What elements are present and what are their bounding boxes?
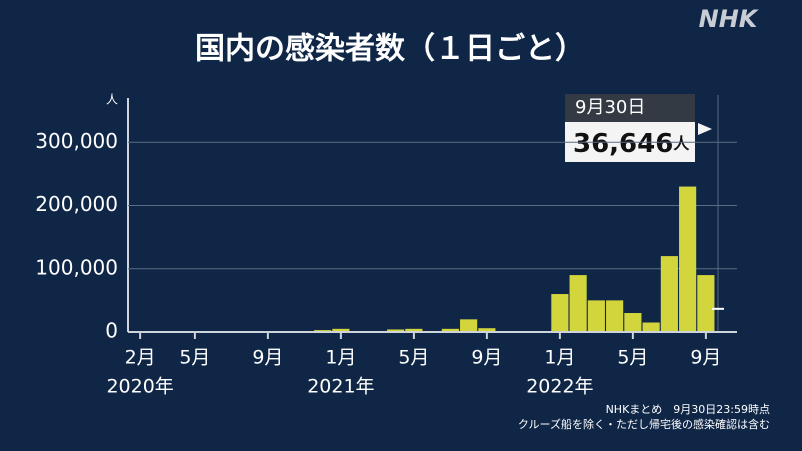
bar: [405, 328, 423, 332]
year-label: 2021年: [307, 376, 374, 398]
x-tick-label: 2月: [125, 347, 156, 369]
x-tick-label: 1月: [325, 347, 356, 369]
y-tick-label: 300,000: [35, 129, 118, 153]
year-label: 2022年: [526, 376, 593, 398]
x-tick-label: 5月: [179, 347, 210, 369]
bar: [624, 313, 642, 332]
bar: [332, 328, 350, 332]
x-tick-label: 9月: [252, 347, 283, 369]
y-tick-label: 100,000: [35, 255, 118, 279]
y-unit: 人: [106, 93, 118, 107]
annotation-date-box: [565, 94, 695, 122]
bar: [606, 300, 624, 332]
x-tick-label: 5月: [617, 347, 648, 369]
bar: [660, 256, 678, 332]
bar: [478, 328, 496, 332]
annotation-arrow: [698, 123, 712, 135]
bar: [642, 322, 660, 332]
source-line: クルーズ船を除く・ただし帰宅後の感染確認は含む: [518, 417, 770, 431]
x-tick-label: 1月: [544, 347, 575, 369]
y-tick-label: 200,000: [35, 192, 118, 216]
bar: [679, 186, 697, 332]
bar: [460, 319, 478, 332]
chart-title: 国内の感染者数（１日ごと）: [195, 32, 585, 67]
bar: [569, 275, 587, 332]
bar: [587, 300, 605, 332]
x-tick-label: 9月: [690, 347, 721, 369]
bar: [697, 275, 715, 332]
x-tick-label: 5月: [398, 347, 429, 369]
bar: [551, 294, 569, 332]
bar: [387, 329, 405, 332]
year-label: 2020年: [106, 376, 173, 398]
annotation-date: 9月30日: [575, 97, 645, 118]
x-tick-label: 9月: [471, 347, 502, 369]
logo: NHK: [699, 5, 760, 33]
y-tick-label: 0: [105, 319, 118, 343]
source-line: NHKまとめ 9月30日23:59時点: [606, 403, 770, 416]
annotation-value: 36,646人: [573, 129, 690, 159]
bar: [441, 328, 459, 332]
